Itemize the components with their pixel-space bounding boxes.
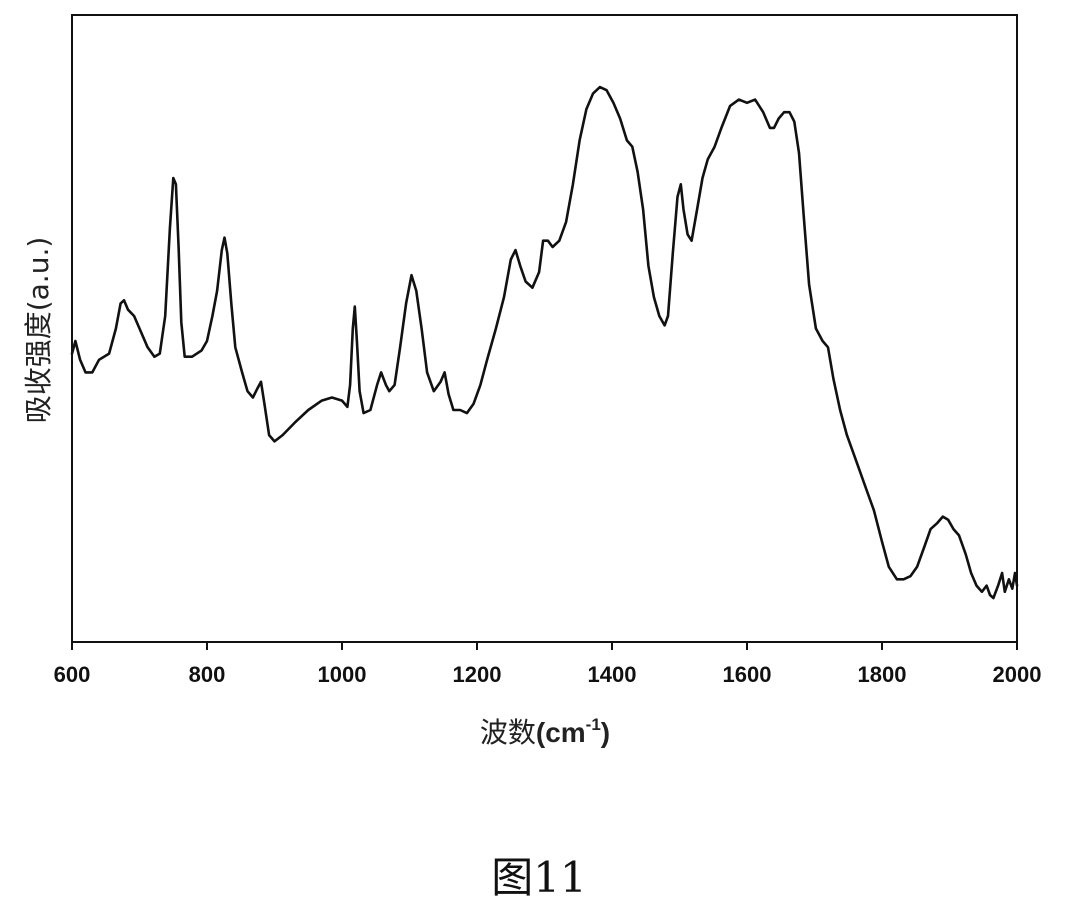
- figure-caption: 图11: [491, 853, 586, 902]
- x-axis-label-text: 波数: [480, 716, 536, 749]
- x-axis-label-close: ): [601, 717, 610, 748]
- x-axis-ticks: 600 800 1000 1200 1400 1600 1800 2000: [54, 642, 1042, 687]
- x-tick-label: 1400: [588, 662, 637, 687]
- series-line: [70, 85, 1019, 600]
- x-tick-label: 1800: [858, 662, 907, 687]
- plot-frame: [71, 14, 1018, 643]
- x-tick-label: 1200: [453, 662, 502, 687]
- x-tick-label: 2000: [993, 662, 1042, 687]
- x-axis-label: 波数(cm-1): [480, 715, 610, 749]
- x-tick-label: 800: [189, 662, 226, 687]
- x-axis-label-superscript: -1: [586, 715, 601, 734]
- plot-area: 600 800 1000 1200 1400 1600 1800 2000: [54, 14, 1042, 687]
- x-tick-label: 600: [54, 662, 91, 687]
- x-tick-label: 1600: [723, 662, 772, 687]
- y-axis-label: 吸收强度(a.u.): [22, 237, 55, 424]
- x-tick-label: 1000: [318, 662, 367, 687]
- x-axis-label-unit: (cm: [536, 717, 586, 748]
